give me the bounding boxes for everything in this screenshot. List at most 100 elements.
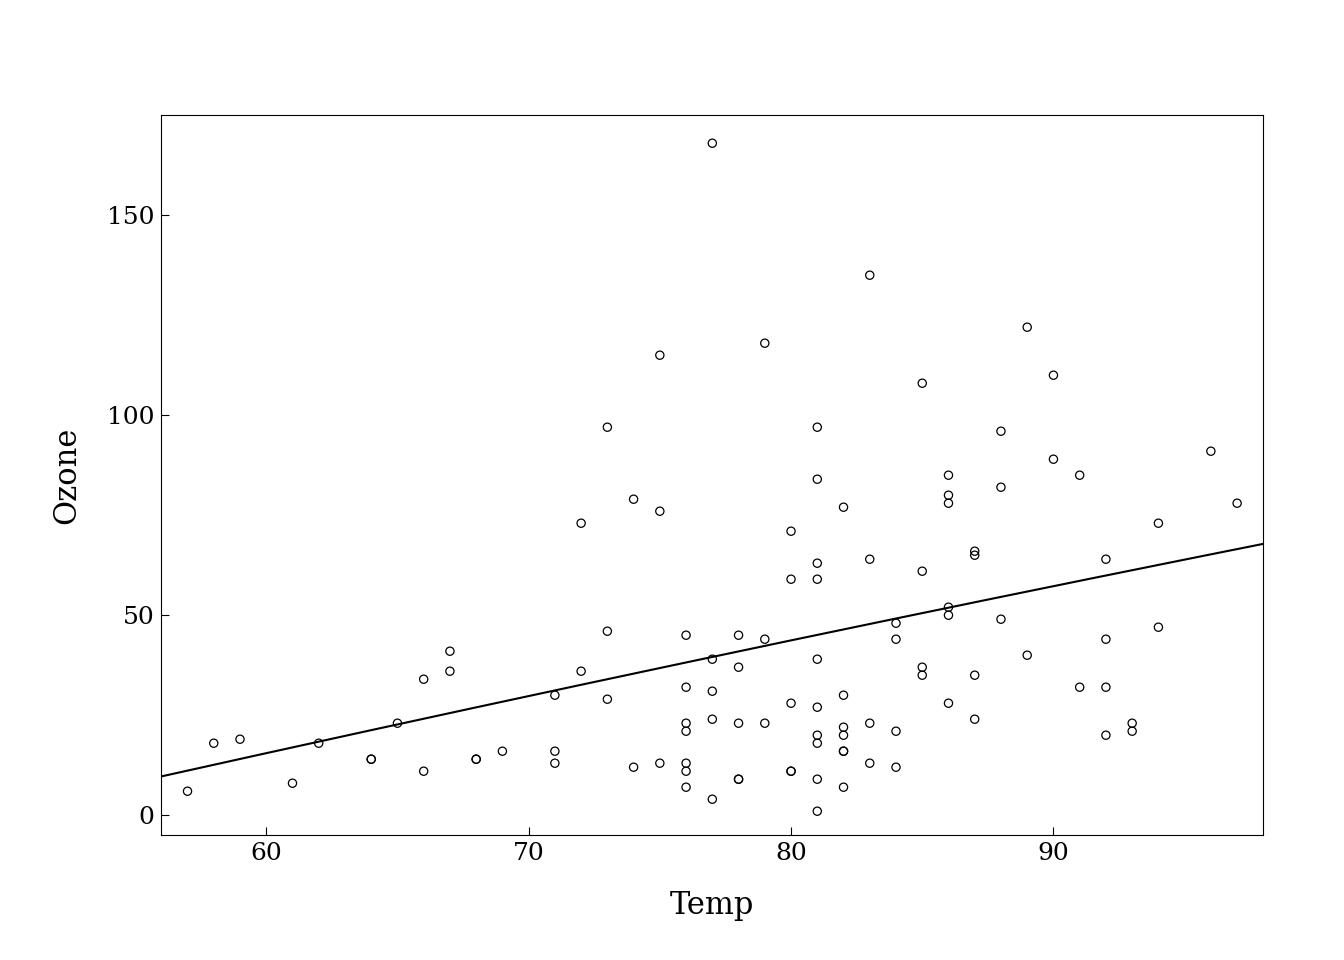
Point bbox=[675, 724, 696, 739]
Point bbox=[859, 756, 880, 771]
Point bbox=[544, 687, 566, 703]
Point bbox=[728, 628, 750, 643]
Point bbox=[702, 711, 723, 727]
Point bbox=[597, 420, 618, 435]
Point bbox=[203, 735, 224, 751]
Point bbox=[1068, 468, 1090, 483]
Point bbox=[833, 499, 855, 515]
Point bbox=[439, 643, 461, 659]
Point bbox=[806, 652, 828, 667]
Point bbox=[675, 756, 696, 771]
Point bbox=[911, 667, 933, 683]
Point bbox=[806, 728, 828, 743]
Point bbox=[413, 763, 434, 779]
Point bbox=[1121, 724, 1142, 739]
Point bbox=[886, 615, 907, 631]
Point bbox=[1095, 632, 1117, 647]
Point bbox=[754, 336, 775, 351]
Point bbox=[622, 492, 644, 507]
Point bbox=[886, 724, 907, 739]
Point bbox=[465, 752, 487, 767]
Point bbox=[728, 772, 750, 787]
Point bbox=[991, 480, 1012, 495]
Point bbox=[938, 608, 960, 623]
Point bbox=[544, 743, 566, 758]
Point bbox=[781, 571, 802, 587]
Point bbox=[387, 715, 409, 731]
Point bbox=[833, 720, 855, 735]
Point bbox=[911, 564, 933, 579]
Point bbox=[859, 551, 880, 566]
Point bbox=[675, 715, 696, 731]
Point bbox=[675, 763, 696, 779]
Point bbox=[806, 700, 828, 715]
Point bbox=[465, 752, 487, 767]
Point bbox=[938, 488, 960, 503]
Point bbox=[833, 743, 855, 758]
Point bbox=[833, 728, 855, 743]
Point bbox=[649, 756, 671, 771]
Point bbox=[597, 624, 618, 639]
Point bbox=[675, 780, 696, 795]
Point bbox=[1095, 728, 1117, 743]
Point bbox=[544, 756, 566, 771]
X-axis label: Temp: Temp bbox=[671, 890, 754, 922]
Point bbox=[622, 759, 644, 775]
Point bbox=[360, 752, 382, 767]
Point bbox=[781, 763, 802, 779]
Point bbox=[938, 468, 960, 483]
Point bbox=[781, 695, 802, 710]
Point bbox=[282, 776, 304, 791]
Point bbox=[806, 471, 828, 487]
Point bbox=[702, 652, 723, 667]
Point bbox=[833, 780, 855, 795]
Point bbox=[728, 660, 750, 675]
Point bbox=[308, 735, 329, 751]
Point bbox=[964, 711, 985, 727]
Point bbox=[728, 715, 750, 731]
Point bbox=[702, 135, 723, 151]
Point bbox=[781, 523, 802, 539]
Point bbox=[649, 503, 671, 518]
Point bbox=[702, 684, 723, 699]
Point bbox=[1226, 495, 1247, 511]
Point bbox=[230, 732, 251, 747]
Point bbox=[886, 759, 907, 775]
Point bbox=[1043, 451, 1064, 467]
Point bbox=[702, 791, 723, 806]
Point bbox=[806, 571, 828, 587]
Point bbox=[806, 420, 828, 435]
Point bbox=[492, 743, 513, 758]
Point bbox=[991, 612, 1012, 627]
Point bbox=[1200, 444, 1222, 459]
Point bbox=[1016, 647, 1038, 662]
Point bbox=[360, 752, 382, 767]
Point bbox=[859, 715, 880, 731]
Point bbox=[938, 495, 960, 511]
Point bbox=[1095, 680, 1117, 695]
Point bbox=[754, 715, 775, 731]
Point bbox=[728, 772, 750, 787]
Point bbox=[806, 804, 828, 819]
Point bbox=[964, 547, 985, 563]
Point bbox=[833, 687, 855, 703]
Point bbox=[1068, 680, 1090, 695]
Point bbox=[754, 632, 775, 647]
Point bbox=[570, 663, 591, 679]
Point bbox=[911, 375, 933, 391]
Point bbox=[675, 628, 696, 643]
Point bbox=[859, 268, 880, 283]
Point bbox=[781, 763, 802, 779]
Point bbox=[991, 423, 1012, 439]
Point bbox=[1016, 320, 1038, 335]
Point bbox=[938, 599, 960, 615]
Point bbox=[597, 691, 618, 707]
Point bbox=[938, 695, 960, 710]
Point bbox=[1043, 368, 1064, 383]
Point bbox=[1095, 551, 1117, 566]
Point bbox=[1148, 619, 1169, 635]
Point bbox=[439, 663, 461, 679]
Point bbox=[1148, 516, 1169, 531]
Point bbox=[570, 516, 591, 531]
Point bbox=[886, 632, 907, 647]
